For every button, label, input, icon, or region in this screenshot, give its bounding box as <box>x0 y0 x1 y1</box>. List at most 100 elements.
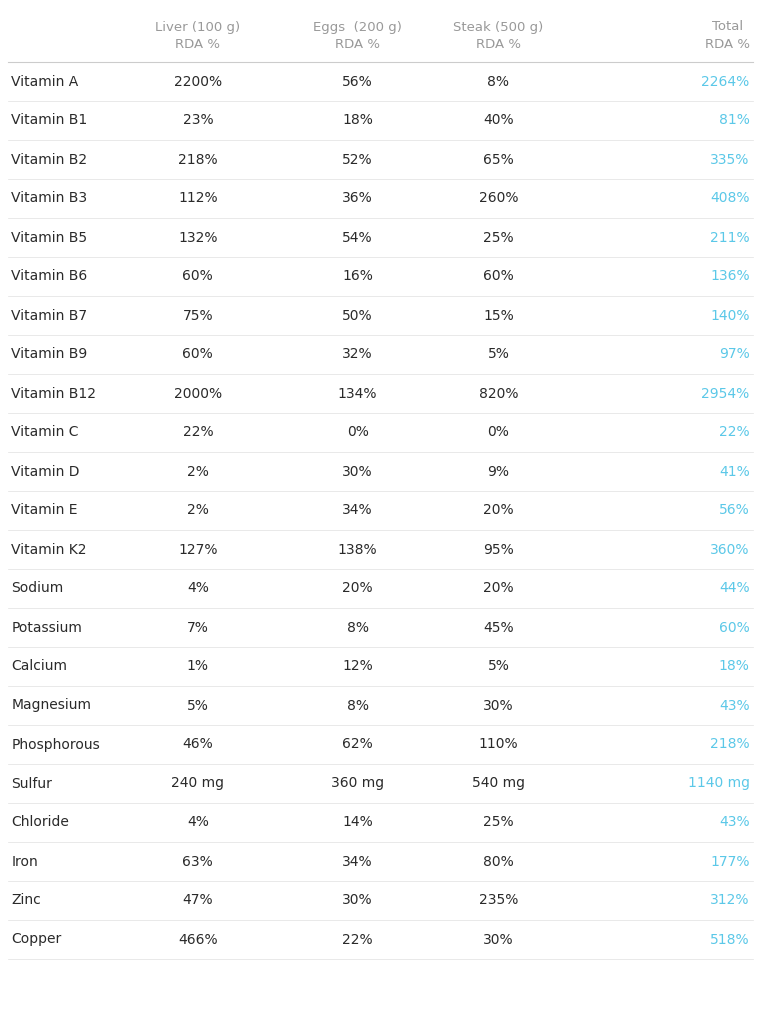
Text: 12%: 12% <box>342 659 373 674</box>
Text: 30%: 30% <box>483 932 514 947</box>
Text: Vitamin B3: Vitamin B3 <box>11 192 88 206</box>
Text: 25%: 25% <box>483 816 514 829</box>
Text: 466%: 466% <box>178 932 218 947</box>
Text: Steak (500 g)
RDA %: Steak (500 g) RDA % <box>454 21 543 52</box>
Text: 211%: 211% <box>710 231 750 244</box>
Text: Vitamin B2: Vitamin B2 <box>11 152 88 167</box>
Text: 5%: 5% <box>488 659 509 674</box>
Text: 260%: 260% <box>479 192 518 206</box>
Text: 36%: 36% <box>342 192 373 206</box>
Text: 18%: 18% <box>718 659 750 674</box>
Text: 408%: 408% <box>710 192 750 206</box>
Text: 23%: 23% <box>183 113 213 128</box>
Text: 0%: 0% <box>488 425 509 440</box>
Text: Iron: Iron <box>11 855 38 868</box>
Text: 2%: 2% <box>187 504 209 517</box>
Text: Vitamin B7: Vitamin B7 <box>11 309 88 322</box>
Text: Sulfur: Sulfur <box>11 777 53 790</box>
Text: 54%: 54% <box>342 231 373 244</box>
Text: Vitamin B1: Vitamin B1 <box>11 113 88 128</box>
Text: Sodium: Sodium <box>11 582 64 595</box>
Text: 2264%: 2264% <box>702 74 750 89</box>
Text: 97%: 97% <box>719 347 750 362</box>
Text: 25%: 25% <box>483 231 514 244</box>
Text: 360%: 360% <box>710 543 750 556</box>
Text: 62%: 62% <box>342 737 373 752</box>
Text: 34%: 34% <box>342 504 373 517</box>
Text: Vitamin D: Vitamin D <box>11 465 80 479</box>
Text: 20%: 20% <box>342 582 373 595</box>
Text: 30%: 30% <box>483 698 514 713</box>
Text: 20%: 20% <box>483 504 514 517</box>
Text: 134%: 134% <box>338 386 377 401</box>
Text: 56%: 56% <box>342 74 373 89</box>
Text: 34%: 34% <box>342 855 373 868</box>
Text: 20%: 20% <box>483 582 514 595</box>
Text: 18%: 18% <box>342 113 373 128</box>
Text: Vitamin C: Vitamin C <box>11 425 79 440</box>
Text: 60%: 60% <box>483 270 514 283</box>
Text: 0%: 0% <box>347 425 368 440</box>
Text: Vitamin B6: Vitamin B6 <box>11 270 88 283</box>
Text: 518%: 518% <box>710 932 750 947</box>
Text: 335%: 335% <box>710 152 750 167</box>
Text: Chloride: Chloride <box>11 816 69 829</box>
Text: Potassium: Potassium <box>11 620 82 634</box>
Text: 47%: 47% <box>183 893 213 907</box>
Text: 820%: 820% <box>479 386 518 401</box>
Text: Eggs  (200 g)
RDA %: Eggs (200 g) RDA % <box>314 21 402 52</box>
Text: 9%: 9% <box>488 465 509 479</box>
Text: 15%: 15% <box>483 309 514 322</box>
Text: 14%: 14% <box>342 816 373 829</box>
Text: 540 mg: 540 mg <box>472 777 525 790</box>
Text: 8%: 8% <box>347 620 368 634</box>
Text: 60%: 60% <box>719 620 750 634</box>
Text: 1140 mg: 1140 mg <box>688 777 750 790</box>
Text: 112%: 112% <box>178 192 218 206</box>
Text: 240 mg: 240 mg <box>171 777 224 790</box>
Text: 46%: 46% <box>183 737 213 752</box>
Text: 44%: 44% <box>719 582 750 595</box>
Text: 32%: 32% <box>342 347 373 362</box>
Text: 218%: 218% <box>710 737 750 752</box>
Text: Zinc: Zinc <box>11 893 41 907</box>
Text: 60%: 60% <box>183 347 213 362</box>
Text: Magnesium: Magnesium <box>11 698 91 713</box>
Text: 95%: 95% <box>483 543 514 556</box>
Text: Phosphorous: Phosphorous <box>11 737 100 752</box>
Text: 63%: 63% <box>183 855 213 868</box>
Text: Calcium: Calcium <box>11 659 68 674</box>
Text: 1%: 1% <box>187 659 209 674</box>
Text: 177%: 177% <box>710 855 750 868</box>
Text: 81%: 81% <box>718 113 750 128</box>
Text: 8%: 8% <box>347 698 368 713</box>
Text: Copper: Copper <box>11 932 62 947</box>
Text: 30%: 30% <box>342 893 373 907</box>
Text: 235%: 235% <box>479 893 518 907</box>
Text: 2954%: 2954% <box>702 386 750 401</box>
Text: Total
RDA %: Total RDA % <box>705 21 750 52</box>
Text: 2000%: 2000% <box>174 386 222 401</box>
Text: Vitamin B5: Vitamin B5 <box>11 231 88 244</box>
Text: 7%: 7% <box>187 620 209 634</box>
Text: 43%: 43% <box>719 698 750 713</box>
Text: 41%: 41% <box>719 465 750 479</box>
Text: 360 mg: 360 mg <box>331 777 384 790</box>
Text: 8%: 8% <box>488 74 509 89</box>
Text: 43%: 43% <box>719 816 750 829</box>
Text: 50%: 50% <box>342 309 373 322</box>
Text: 138%: 138% <box>338 543 377 556</box>
Text: 45%: 45% <box>483 620 514 634</box>
Text: 22%: 22% <box>183 425 213 440</box>
Text: 312%: 312% <box>710 893 750 907</box>
Text: 5%: 5% <box>187 698 209 713</box>
Text: 80%: 80% <box>483 855 514 868</box>
Text: 4%: 4% <box>187 582 209 595</box>
Text: 5%: 5% <box>488 347 509 362</box>
Text: 127%: 127% <box>178 543 218 556</box>
Text: Vitamin K2: Vitamin K2 <box>11 543 87 556</box>
Text: Vitamin B9: Vitamin B9 <box>11 347 88 362</box>
Text: 60%: 60% <box>183 270 213 283</box>
Text: 2200%: 2200% <box>174 74 222 89</box>
Text: Vitamin E: Vitamin E <box>11 504 78 517</box>
